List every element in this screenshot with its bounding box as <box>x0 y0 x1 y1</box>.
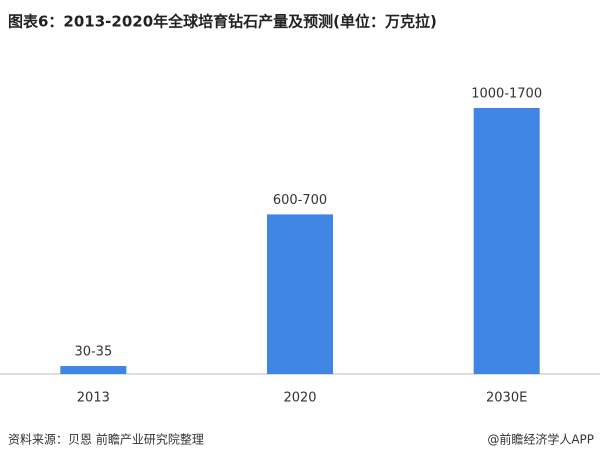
x-tick-label: 2020 <box>283 391 316 406</box>
source-note: 资料来源：贝恩 前瞻产业研究院整理 <box>8 432 204 447</box>
x-tick-label: 2013 <box>77 391 110 406</box>
bar <box>473 108 540 374</box>
value-label: 600-700 <box>273 193 327 208</box>
chart-title: 图表6：2013-2020年全球培育钻石产量及预测(单位：万克拉) <box>8 13 437 31</box>
value-label: 30-35 <box>74 345 112 360</box>
bar <box>267 214 333 374</box>
value-label: 1000-1700 <box>471 87 542 102</box>
credit-note: @前瞻经济学人APP <box>487 432 594 447</box>
x-tick-label: 2030E <box>486 391 527 406</box>
bar <box>60 366 127 374</box>
